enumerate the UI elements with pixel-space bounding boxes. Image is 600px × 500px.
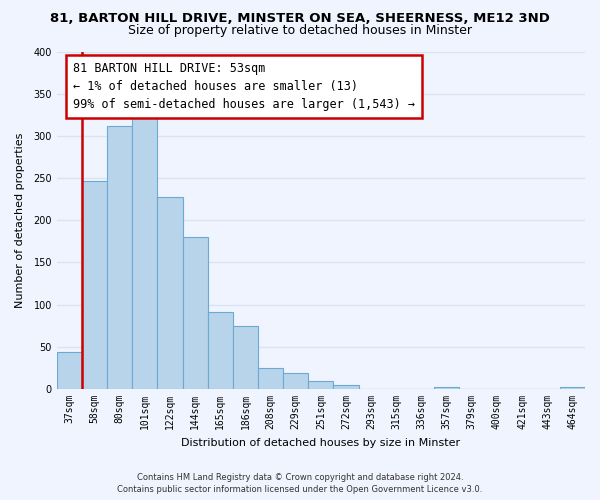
Text: Contains HM Land Registry data © Crown copyright and database right 2024.
Contai: Contains HM Land Registry data © Crown c… — [118, 472, 482, 494]
Text: 81 BARTON HILL DRIVE: 53sqm
← 1% of detached houses are smaller (13)
99% of semi: 81 BARTON HILL DRIVE: 53sqm ← 1% of deta… — [73, 62, 415, 110]
Bar — [132, 107, 157, 389]
Y-axis label: Number of detached properties: Number of detached properties — [15, 132, 25, 308]
X-axis label: Distribution of detached houses by size in Minster: Distribution of detached houses by size … — [181, 438, 460, 448]
Bar — [157, 196, 182, 389]
Bar — [182, 237, 208, 389]
Bar — [208, 312, 233, 389]
Bar — [82, 182, 107, 389]
Bar — [107, 126, 132, 389]
Text: Size of property relative to detached houses in Minster: Size of property relative to detached ho… — [128, 24, 472, 37]
Bar — [258, 368, 283, 389]
Bar — [334, 385, 359, 389]
Bar — [233, 326, 258, 389]
Bar — [57, 352, 82, 389]
Bar — [283, 373, 308, 389]
Bar — [434, 388, 459, 389]
Bar — [560, 388, 585, 389]
Text: 81, BARTON HILL DRIVE, MINSTER ON SEA, SHEERNESS, ME12 3ND: 81, BARTON HILL DRIVE, MINSTER ON SEA, S… — [50, 12, 550, 24]
Bar — [308, 382, 334, 389]
